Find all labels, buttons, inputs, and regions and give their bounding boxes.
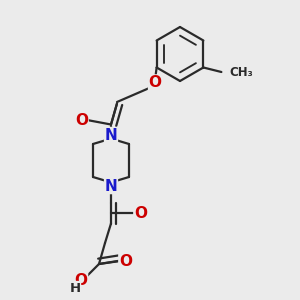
Text: N: N [105, 128, 117, 142]
Text: O: O [134, 206, 147, 220]
Text: O: O [119, 254, 132, 268]
Text: H: H [69, 281, 81, 295]
Text: O: O [74, 273, 88, 288]
Text: N: N [105, 178, 117, 194]
Text: CH₃: CH₃ [229, 65, 253, 79]
Text: O: O [75, 112, 88, 128]
Text: O: O [148, 75, 162, 90]
